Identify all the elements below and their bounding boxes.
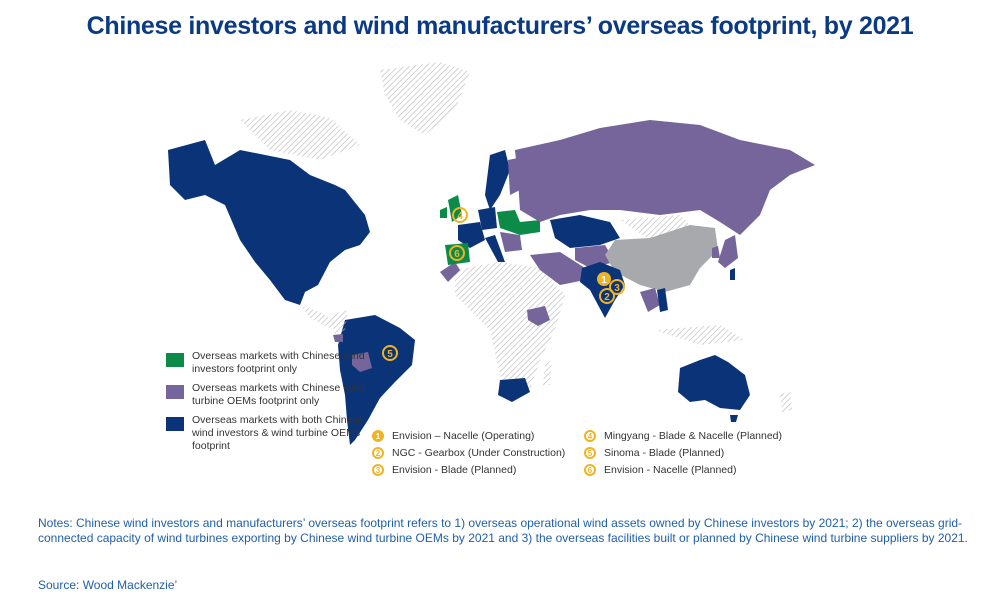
greenland [380, 62, 470, 135]
poland-ukraine [497, 210, 540, 235]
legend-label: Overseas markets with both Chinese wind … [192, 414, 364, 452]
japan [718, 235, 738, 268]
svg-text:5: 5 [387, 349, 393, 360]
world-map: 1 2 3 4 5 6 [168, 62, 815, 445]
ireland [440, 207, 447, 218]
australia [678, 355, 750, 410]
facility-badge-icon: 4 [584, 430, 596, 442]
facility-badge-icon: 6 [584, 464, 596, 476]
facility-badge-icon: 2 [372, 447, 384, 459]
tasmania [730, 415, 738, 422]
svg-text:4: 4 [457, 211, 463, 222]
facility-4: 4 Mingyang - Blade & Nacelle (Planned) [584, 430, 812, 442]
legend-swatch-green [166, 353, 184, 367]
russia [515, 120, 815, 235]
marker-2-india: 2 [599, 288, 615, 304]
scandinavia [485, 150, 510, 210]
germany [478, 207, 497, 230]
southeast-asia [640, 288, 660, 312]
legend-item-both: Overseas markets with both Chinese wind … [166, 414, 366, 453]
south-africa [498, 378, 530, 402]
facility-badge-icon: 5 [584, 447, 596, 459]
south-america-hatch [330, 310, 348, 335]
korea [712, 246, 720, 258]
facility-2: 2 NGC - Gearbox (Under Construction) [372, 447, 584, 459]
uk [448, 195, 462, 222]
facility-label: Mingyang - Blade & Nacelle (Planned) [604, 430, 783, 442]
facility-5: 5 Sinoma - Blade (Planned) [584, 447, 812, 459]
source-text: Source: Wood Mackenzie’ [38, 578, 178, 592]
central-america [300, 305, 335, 328]
facility-badge-icon: 1 [372, 430, 384, 442]
peru-ecuador [333, 334, 343, 342]
legend-label: Overseas markets with Chinese wind inves… [192, 350, 365, 375]
philippines [730, 268, 735, 280]
facility-label: Sinoma - Blade (Planned) [604, 447, 725, 459]
svg-text:6: 6 [454, 249, 460, 260]
ethiopia [527, 306, 550, 326]
facility-1: 1 Envision – Nacelle (Operating) [372, 430, 584, 442]
facility-3: 3 Envision - Blade (Planned) [372, 464, 584, 476]
facility-label: Envision – Nacelle (Operating) [392, 430, 535, 442]
marker-5-brazil: 5 [382, 345, 398, 361]
africa [455, 262, 565, 400]
legend-swatch-purple [166, 385, 184, 399]
new-zealand-hatch [780, 390, 792, 412]
map-legend: Overseas markets with Chinese wind inves… [166, 350, 366, 459]
legend-item-oems-only: Overseas markets with Chinese wind turbi… [166, 382, 366, 408]
north-america [168, 140, 370, 305]
notes-text: Notes: Chinese wind investors and manufa… [38, 516, 968, 545]
marker-3-india: 3 [609, 279, 625, 295]
marker-4-uk: 4 [452, 207, 468, 223]
svg-text:1: 1 [601, 275, 607, 286]
facility-label: Envision - Blade (Planned) [392, 464, 517, 476]
facility-label: Envision - Nacelle (Planned) [604, 464, 737, 476]
indonesia-hatch [655, 325, 745, 345]
facility-badge-icon: 3 [372, 464, 384, 476]
china [605, 225, 718, 292]
arctic-islands [240, 110, 360, 160]
kazakhstan [550, 215, 620, 248]
svg-text:3: 3 [614, 283, 620, 294]
legend-label: Overseas markets with Chinese wind turbi… [192, 382, 365, 407]
bolivia [352, 352, 372, 372]
morocco [440, 262, 460, 282]
marker-1-india: 1 [597, 272, 611, 286]
balkans [500, 232, 522, 252]
middle-east [530, 252, 585, 285]
france [458, 222, 485, 248]
italy [485, 235, 505, 262]
central-asia [575, 245, 615, 268]
page-title: Chinese investors and wind manufacturers… [86, 12, 914, 40]
legend-item-investors-only: Overseas markets with Chinese wind inves… [166, 350, 366, 376]
marker-6-spain: 6 [449, 245, 465, 261]
facilities-legend: 1 Envision – Nacelle (Operating) 4 Mingy… [372, 430, 812, 476]
vietnam [657, 288, 668, 312]
madagascar [543, 360, 552, 385]
facility-6: 6 Envision - Nacelle (Planned) [584, 464, 812, 476]
svg-text:2: 2 [604, 292, 610, 303]
facility-label: NGC - Gearbox (Under Construction) [392, 447, 566, 459]
legend-swatch-navy [166, 417, 184, 431]
